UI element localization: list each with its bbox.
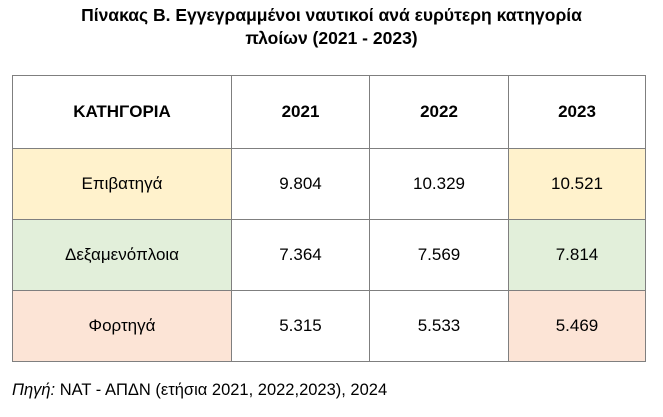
seafarers-table: ΚΑΤΗΓΟΡΙΑ 2021 2022 2023 Επιβατηγά 9.804… <box>12 75 646 362</box>
source-text: ΝΑΤ - ΑΠΔΝ (ετήσια 2021, 2022,2023), 202… <box>55 381 388 399</box>
header-2023: 2023 <box>508 75 646 149</box>
cell-2023: 10.521 <box>508 148 646 220</box>
table-row-tankers: Δεξαμενόπλοια 7.364 7.569 7.814 <box>12 219 646 291</box>
title-line-1: Πίνακας Β. Εγγεγραμμένοι ναυτικοί ανά ευ… <box>81 5 582 25</box>
source-note: Πηγή: ΝΑΤ - ΑΠΔΝ (ετήσια 2021, 2022,2023… <box>12 380 387 400</box>
cell-2022: 5.533 <box>369 290 509 362</box>
table-row-cargo: Φορτηγά 5.315 5.533 5.469 <box>12 290 646 362</box>
cell-2021: 5.315 <box>231 290 370 362</box>
cell-2021: 7.364 <box>231 219 370 291</box>
cell-category: Δεξαμενόπλοια <box>12 219 232 291</box>
cell-2022: 7.569 <box>369 219 509 291</box>
header-2022: 2022 <box>369 75 509 149</box>
header-2021: 2021 <box>231 75 370 149</box>
header-category: ΚΑΤΗΓΟΡΙΑ <box>12 75 232 149</box>
cell-2022: 10.329 <box>369 148 509 220</box>
cell-category: Επιβατηγά <box>12 148 232 220</box>
source-label: Πηγή: <box>12 381 56 399</box>
table-title: Πίνακας Β. Εγγεγραμμένοι ναυτικοί ανά ευ… <box>0 4 663 50</box>
title-line-2: πλοίων (2021 - 2023) <box>245 28 418 48</box>
cell-2023: 5.469 <box>508 290 646 362</box>
cell-2021: 9.804 <box>231 148 370 220</box>
table-header-row: ΚΑΤΗΓΟΡΙΑ 2021 2022 2023 <box>12 75 646 149</box>
table-row-passenger: Επιβατηγά 9.804 10.329 10.521 <box>12 148 646 220</box>
cell-2023: 7.814 <box>508 219 646 291</box>
cell-category: Φορτηγά <box>12 290 232 362</box>
